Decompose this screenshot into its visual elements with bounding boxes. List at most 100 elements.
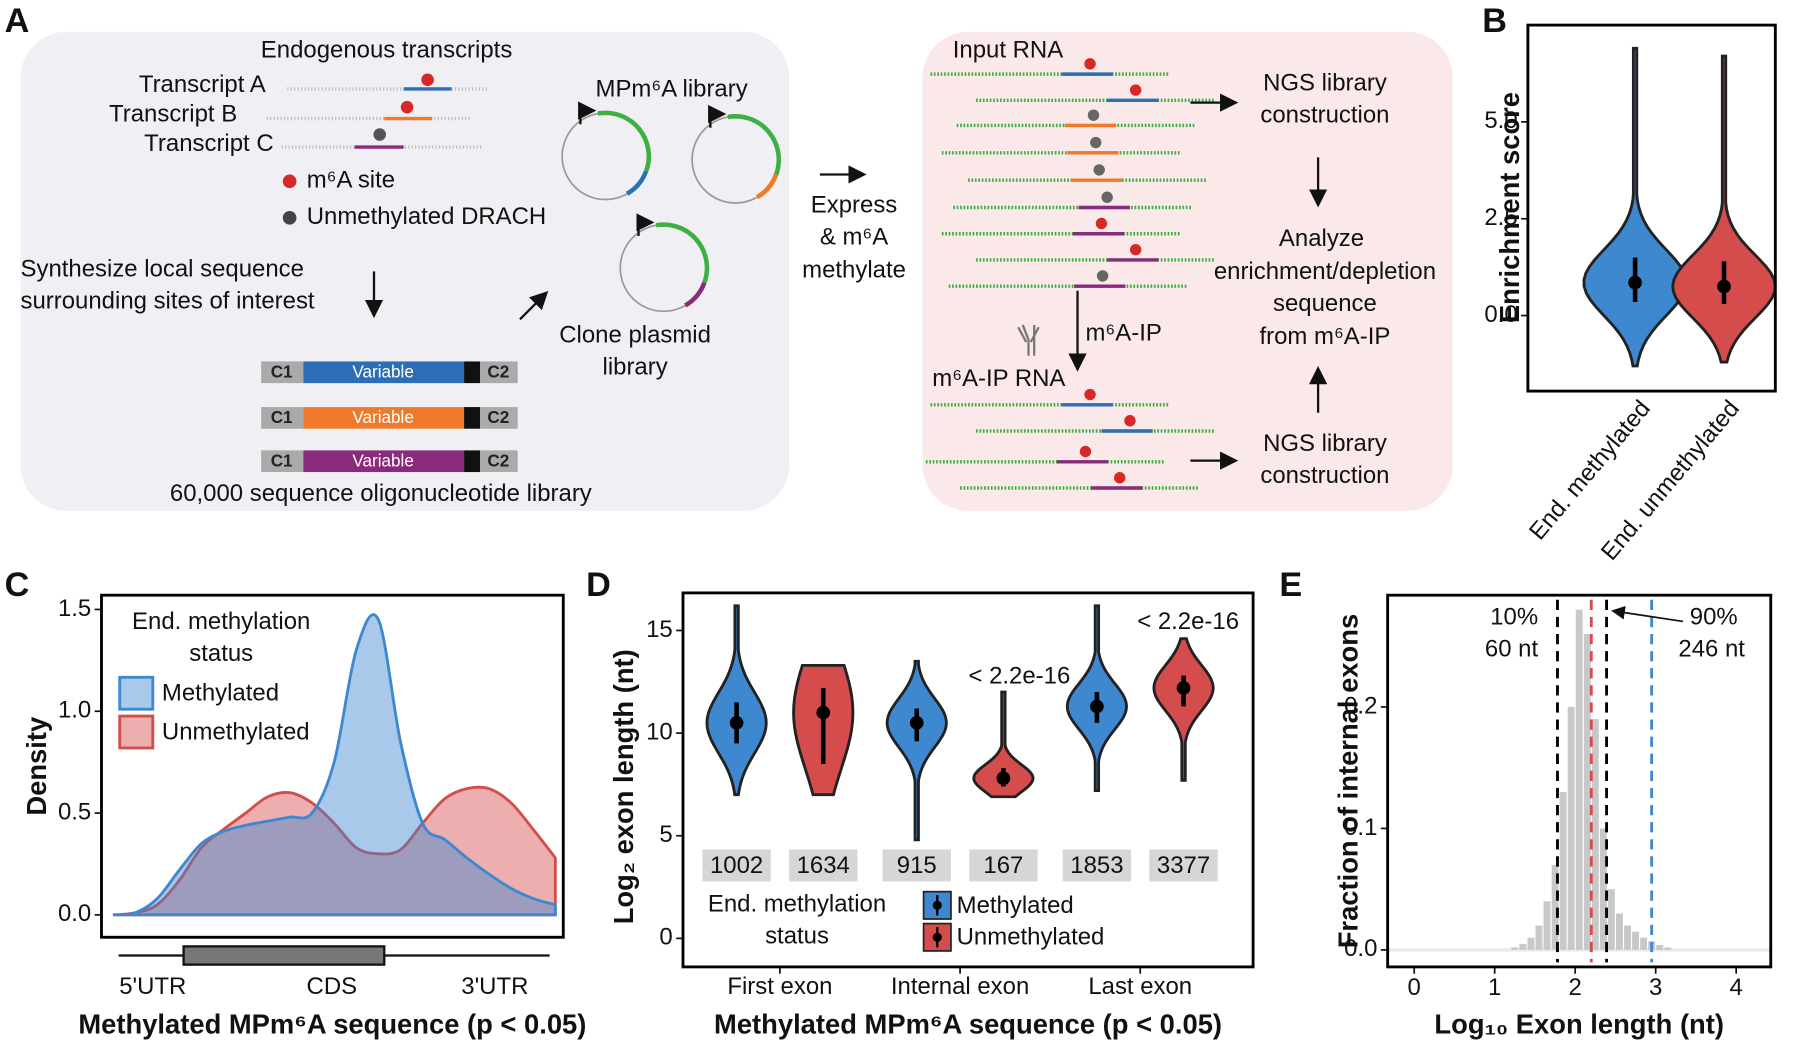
x-tick-label: 0 [1408,974,1421,1001]
dot [1079,445,1092,458]
plot-frame [1386,593,1773,969]
legend-swatch [932,900,942,910]
median [1176,681,1191,695]
y-axis-title: Log₂ exon length (nt) [608,649,639,924]
x-tick-label: 2 [1569,974,1582,1001]
legend-label: Methylated [162,680,279,707]
gene-cds [182,945,386,966]
median [816,705,831,720]
plasmid-arc [755,173,779,200]
transcripts [266,87,490,149]
text: Transcript A [139,71,266,98]
segment [261,450,304,473]
bar [1511,947,1519,950]
text: construction [1260,462,1389,489]
y-axis-title: Enrichment score [1494,92,1525,323]
bar [1519,943,1527,950]
promoter [636,213,655,237]
dot [1084,58,1096,70]
x-axis-title: Methylated MPm⁶A sequence (p < 0.05) [714,1008,1222,1039]
y-axis-title: Fraction of internal exons [1332,614,1363,948]
annotation: < 2.2e-16 [968,663,1070,690]
median [1090,699,1104,714]
bar [1535,925,1543,950]
bar [1664,947,1672,950]
text: & m⁶A [820,224,888,251]
count-box [1062,849,1132,882]
bar [1656,945,1664,950]
segment [303,407,465,429]
dot [1084,388,1096,401]
plasmid-arc [655,222,710,284]
median [1717,279,1731,294]
bar [1591,719,1599,950]
median [909,716,924,730]
text: Variable [352,451,413,470]
x-tick-label: 3 [1649,974,1662,1001]
annotation: 90% [1690,603,1738,630]
text: C1 [271,451,293,470]
dot [1129,244,1142,256]
dot [1129,84,1142,96]
bar [1640,937,1648,950]
legend-label: Methylated [957,892,1074,919]
count-box [969,849,1038,882]
bar [1599,828,1607,950]
count-label: 915 [897,852,937,879]
legend-swatch [118,675,155,711]
bar [1559,791,1567,950]
dot [1090,136,1102,149]
plot-frame [100,593,565,939]
segment [464,407,481,429]
y-tick-label: 0 [659,924,672,951]
text: NGS library [1263,430,1387,457]
y-axis-title: Density [21,716,52,816]
legend-swatch [118,714,155,750]
segment [261,361,304,384]
count-label: 167 [983,852,1023,879]
panel-bg [20,31,790,511]
y-tick-label: 5.0 [1484,107,1517,134]
text: library [603,354,668,381]
annotation: < 2.2e-16 [1137,608,1239,635]
dot [1114,472,1126,484]
plot-frame [1526,23,1777,393]
text: C2 [487,408,509,427]
panel-a: A Endogenous transcripts Transcript A Tr… [5,2,1453,511]
text: NGS library [1263,70,1387,97]
text: C2 [487,451,509,470]
panel-label: A [5,2,30,40]
text: sequence [1273,290,1377,317]
median [996,771,1011,786]
bar [1567,706,1575,950]
text: methylate [802,257,906,284]
text: m⁶A-IP [1085,319,1161,346]
text: Endogenous transcripts [261,37,513,64]
y-tick-label: 5 [659,821,672,848]
text: 60,000 sequence oligonucleotide library [170,480,592,507]
count-label: 1634 [797,852,850,879]
text: m⁶A site [307,167,395,194]
dot [1096,270,1109,282]
plasmids [561,101,782,313]
x-tick-label: First exon [727,973,832,1000]
text: surrounding sites of interest [21,287,315,314]
count-label: 1002 [710,852,763,879]
text: Transcript C [144,130,273,157]
x-tick-label: 4 [1729,974,1742,1001]
plasmid-arc [625,170,649,196]
y-tick-label: 10 [646,718,673,745]
text: from m⁶A-IP [1260,323,1391,350]
text: Input RNA [953,37,1063,64]
y-tick-label: 2.5 [1484,204,1517,231]
panel-label: D [586,566,611,604]
count-box [702,849,771,882]
violin [885,659,948,842]
panel-label: B [1482,2,1507,40]
x-tick-label: 1 [1488,974,1501,1001]
panel-label: C [5,566,30,604]
text: construction [1260,102,1389,129]
dot [282,210,297,225]
antibody-icon [1017,324,1040,356]
